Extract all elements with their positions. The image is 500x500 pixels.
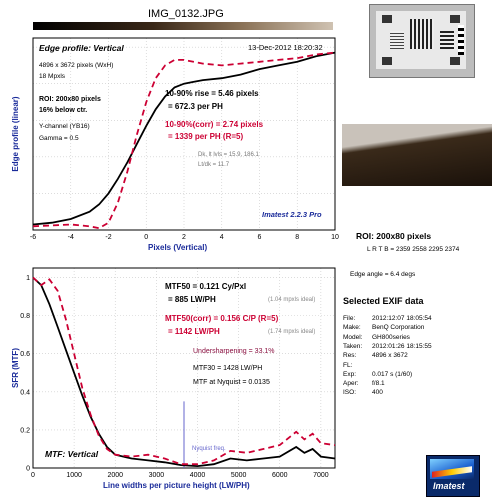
edge-xtick-label: -2 <box>105 234 111 241</box>
rise-line-2: = 672.3 per PH <box>168 102 223 111</box>
edge-info-2: 18 Mpxls <box>39 73 66 80</box>
exif-key: Make: <box>343 324 361 332</box>
edge-brand: Imatest 2.2.3 Pro <box>262 210 322 219</box>
edge-roi-2: 16% below ctr. <box>39 107 88 114</box>
mtf30: MTF30 = 1428 LW/PH <box>193 365 263 372</box>
mtf-title: MTF: Vertical <box>45 449 99 459</box>
file-title: IMG_0132.JPG <box>148 8 224 20</box>
exif-key: Taken: <box>343 342 363 350</box>
edge-ylabel: Edge profile (linear) <box>11 96 20 172</box>
edge-tick-labels: -6 -4 -2 0 2 4 6 8 10 <box>30 234 339 241</box>
mtf-xtick-label: 7000 <box>313 472 329 479</box>
exif-value: 2012:01:26 18:15:55 <box>372 342 432 350</box>
exif-title: Selected EXIF data <box>343 296 424 306</box>
mtf-xtick-label: 1000 <box>66 472 82 479</box>
corr-line-2: = 1339 per PH (R=5) <box>168 132 244 141</box>
mtf-xtick-label: 3000 <box>149 472 165 479</box>
mtf-ytick-label: 0 <box>26 466 30 473</box>
edge-xtick-label: 0 <box>144 234 148 241</box>
mtf-nyquist-value: MTF at Nyquist = 0.0135 <box>193 379 270 386</box>
mtf-ytick-label: 0.2 <box>20 427 30 434</box>
mtf-xtick-label: 5000 <box>231 472 247 479</box>
mtf50corr: MTF50(corr) = 0.156 C/P (R=5) <box>165 314 279 323</box>
exif-value: 2012:12:07 18:05:54 <box>372 315 432 322</box>
exif-key: Model: <box>343 333 363 341</box>
exif-key: Res: <box>343 352 357 360</box>
mtf50corr-lw: = 1142 LW/PH <box>168 327 220 336</box>
mtf-tick-labels: 0 1000 2000 3000 4000 5000 6000 7000 0 0.2 0.4 0.6 0… <box>20 275 328 479</box>
exif-key: Exp: <box>343 370 357 378</box>
dk-line-2: Lt/dk = 11.7 <box>198 162 230 168</box>
edge-channel-1: Y-channel (YB16) <box>39 123 90 130</box>
exif-value: f/8.1 <box>372 380 385 388</box>
edge-angle: Edge angle = 6.4 degs <box>350 271 416 278</box>
exif-key: FL: <box>343 361 353 369</box>
mtf50-lw: = 885 LW/PH <box>168 295 216 304</box>
edge-xlabel: Pixels (Vertical) <box>148 243 208 252</box>
mtf-xtick-label: 2000 <box>107 472 123 479</box>
imatest-logo: Imatest <box>426 455 480 497</box>
mtf-ytick-label: 0.6 <box>20 351 30 358</box>
edge-xtick-label: -4 <box>68 234 74 241</box>
edge-xtick-label: 10 <box>331 234 339 241</box>
rise-line-1: 10-90% rise = 5.46 pixels <box>165 89 259 98</box>
mtf50corr-ideal: (1.74 mpxls ideal) <box>268 329 316 335</box>
edge-title: Edge profile: Vertical <box>39 43 124 53</box>
mtf-xlabel: Line widths per picture height (LW/PH) <box>103 481 250 490</box>
roi-lrtb: L R T B = 2359 2558 2295 2374 <box>367 246 460 253</box>
edge-roi-1: ROI: 200x80 pixels <box>39 96 101 103</box>
mtf50-ideal: (1.04 mpxls ideal) <box>268 297 316 303</box>
edge-channel-2: Gamma = 0.5 <box>39 135 79 142</box>
undersharpening: Undersharpening = 33.1% <box>193 348 275 355</box>
gradient-bar <box>33 22 333 30</box>
exif-value: 4896 x 3672 <box>372 352 408 360</box>
mtf-series-corrected <box>32 276 336 466</box>
test-chart-thumbnail <box>369 4 475 78</box>
edge-info-1: 4896 x 3672 pixels (WxH) <box>39 62 114 69</box>
edge-xtick-label: 8 <box>295 234 299 241</box>
exif-value: BenQ Corporation <box>372 324 425 332</box>
exif-value: 400 <box>372 389 383 397</box>
edge-series-corrected <box>32 51 336 230</box>
edge-timestamp: 13-Dec-2012 18:20:32 <box>248 43 323 52</box>
mtf50: MTF50 = 0.121 Cy/Pxl <box>165 282 247 291</box>
edge-plot-frame <box>32 37 336 231</box>
dk-line-1: Dk, lt lvls = 15.9, 186.1 <box>198 152 259 158</box>
edge-xtick-label: -6 <box>30 234 36 241</box>
mtf-series-measured <box>32 276 336 468</box>
mtf-xtick-label: 4000 <box>190 472 206 479</box>
exif-value: GH800series <box>372 333 410 341</box>
corr-line-1: 10-90%(corr) = 2.74 pixels <box>165 120 264 129</box>
exif-key: File: <box>343 315 356 322</box>
mtf-ytick-label: 0.4 <box>20 389 30 396</box>
mtf-ylabel: SFR (MTF) <box>11 348 20 388</box>
nyquist-label: Nyquist freq. <box>192 446 226 452</box>
mtf-xtick-label: 6000 <box>272 472 288 479</box>
mtf-ytick-label: 1 <box>26 275 30 282</box>
edge-series-measured <box>32 51 336 226</box>
logo-text: Imatest <box>433 481 465 491</box>
exif-key: ISO: <box>343 389 357 397</box>
edge-xtick-label: 6 <box>258 234 262 241</box>
mtf-xtick-label: 0 <box>31 472 35 479</box>
edge-xtick-label: 4 <box>220 234 224 241</box>
edge-xtick-label: 2 <box>182 234 186 241</box>
exif-key: Aper: <box>343 380 359 388</box>
roi-crop-image <box>342 124 492 186</box>
mtf-ytick-label: 0.8 <box>20 313 30 320</box>
roi-title: ROI: 200x80 pixels <box>356 231 432 241</box>
exif-value: 0.017 s (1/60) <box>372 370 413 378</box>
